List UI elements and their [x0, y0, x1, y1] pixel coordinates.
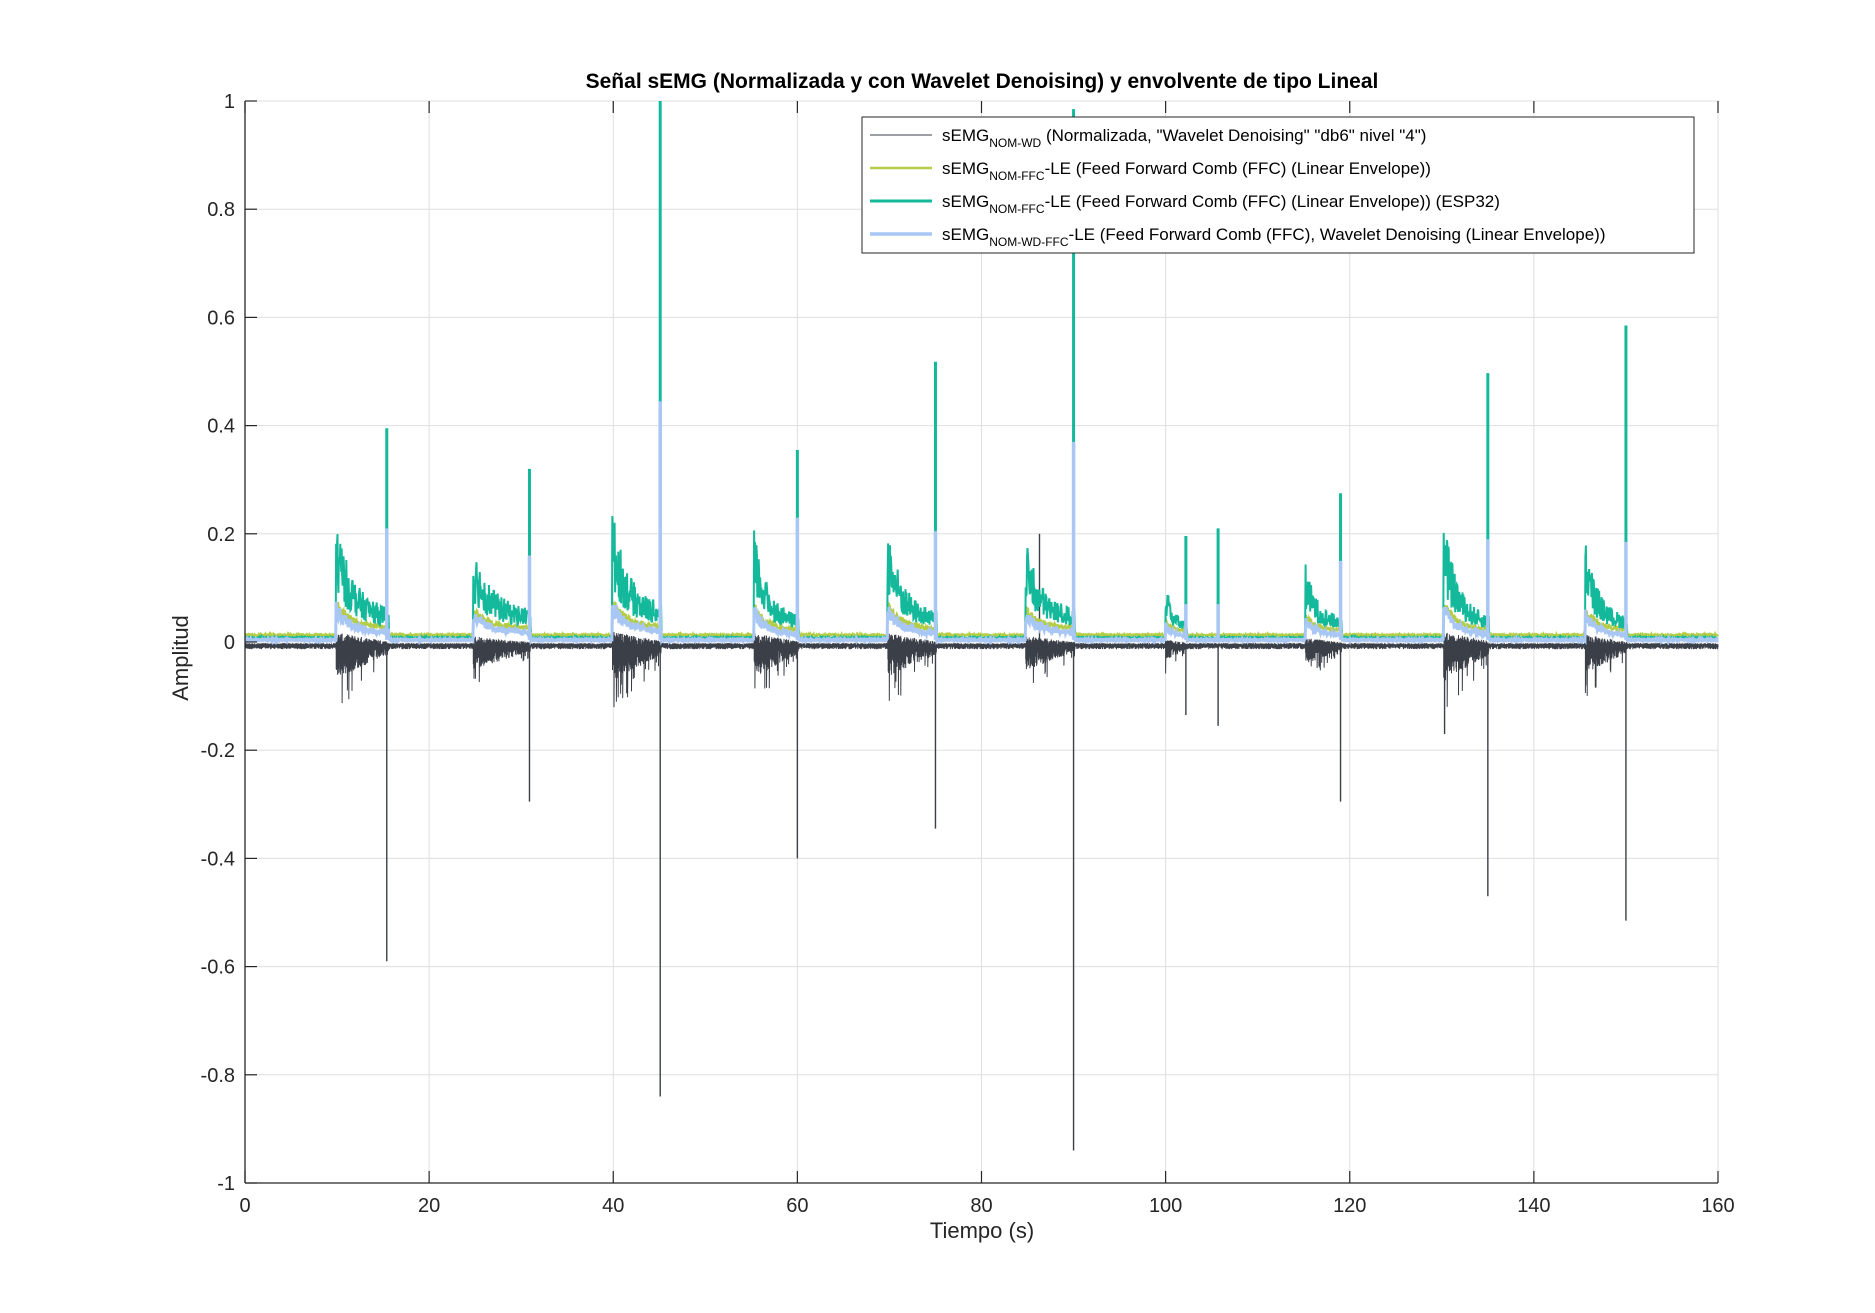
x-tick-label: 60 — [786, 1195, 808, 1217]
legend-entry-subscript: NOM-WD — [989, 136, 1041, 150]
legend-entry-rest: (Normalizada, "Wavelet Denoising" "db6" … — [1041, 126, 1426, 145]
legend-entry-main: sEMG — [942, 159, 989, 178]
x-tick-label: 0 — [239, 1195, 250, 1217]
series-semg-nom-wd — [244, 632, 1719, 708]
legend-entry-rest: -LE (Feed Forward Comb (FFC) (Linear Env… — [1045, 192, 1500, 211]
legend-entry-subscript: NOM-WD-FFC — [989, 235, 1069, 249]
y-tick-label: -0.4 — [201, 848, 235, 870]
x-tick-label: 140 — [1517, 1195, 1550, 1217]
x-tick-label: 80 — [970, 1195, 992, 1217]
y-axis-label: Amplitud — [168, 615, 193, 701]
y-tick-label: -0.2 — [201, 740, 235, 762]
x-tick-label: 40 — [602, 1195, 624, 1217]
x-tick-label: 160 — [1701, 1195, 1734, 1217]
x-tick-label: 100 — [1149, 1195, 1182, 1217]
legend-entry-rest: -LE (Feed Forward Comb (FFC) (Linear Env… — [1045, 159, 1431, 178]
legend: sEMGNOM-WD (Normalizada, "Wavelet Denois… — [861, 116, 1695, 254]
y-tick-label: 1 — [224, 91, 235, 113]
y-tick-label: 0.4 — [207, 416, 235, 438]
legend-box — [861, 116, 1695, 254]
y-tick-label: 0 — [224, 632, 235, 654]
x-tick-label: 20 — [418, 1195, 440, 1217]
y-tick-label: 0.8 — [207, 199, 235, 221]
y-tick-label: 0.2 — [207, 524, 235, 546]
legend-entry-subscript: NOM-FFC — [989, 202, 1045, 216]
legend-entry-main: sEMG — [942, 126, 989, 145]
y-tick-label: -0.6 — [201, 957, 235, 979]
legend-entry: sEMGNOM-FFC-LE (Feed Forward Comb (FFC) … — [942, 159, 1431, 183]
legend-entry-main: sEMG — [942, 192, 989, 211]
x-tick-label: 120 — [1333, 1195, 1366, 1217]
y-tick-label: -0.8 — [201, 1065, 235, 1087]
legend-entry: sEMGNOM-WD (Normalizada, "Wavelet Denois… — [942, 126, 1426, 150]
legend-entry-rest: -LE (Feed Forward Comb (FFC), Wavelet De… — [1069, 225, 1606, 244]
y-tick-label: 0.6 — [207, 307, 235, 329]
ticks: 0 20 40 60 80 100 120 140 160 1 0.8 0.6 0.4 0.2 0 -0.2 -… — [201, 91, 1735, 1217]
series-semg-nom-wd-ffc-le — [244, 601, 1719, 646]
legend-entry: sEMGNOM-FFC-LE (Feed Forward Comb (FFC) … — [942, 192, 1500, 216]
chart-title: Señal sEMG (Normalizada y con Wavelet De… — [586, 70, 1379, 93]
y-tick-label: -1 — [217, 1173, 235, 1195]
legend-entry-subscript: NOM-FFC — [989, 169, 1045, 183]
legend-entry-main: sEMG — [942, 225, 989, 244]
legend-entry: sEMGNOM-WD-FFC-LE (Feed Forward Comb (FF… — [942, 225, 1606, 249]
x-axis-label: Tiempo (s) — [930, 1218, 1034, 1243]
